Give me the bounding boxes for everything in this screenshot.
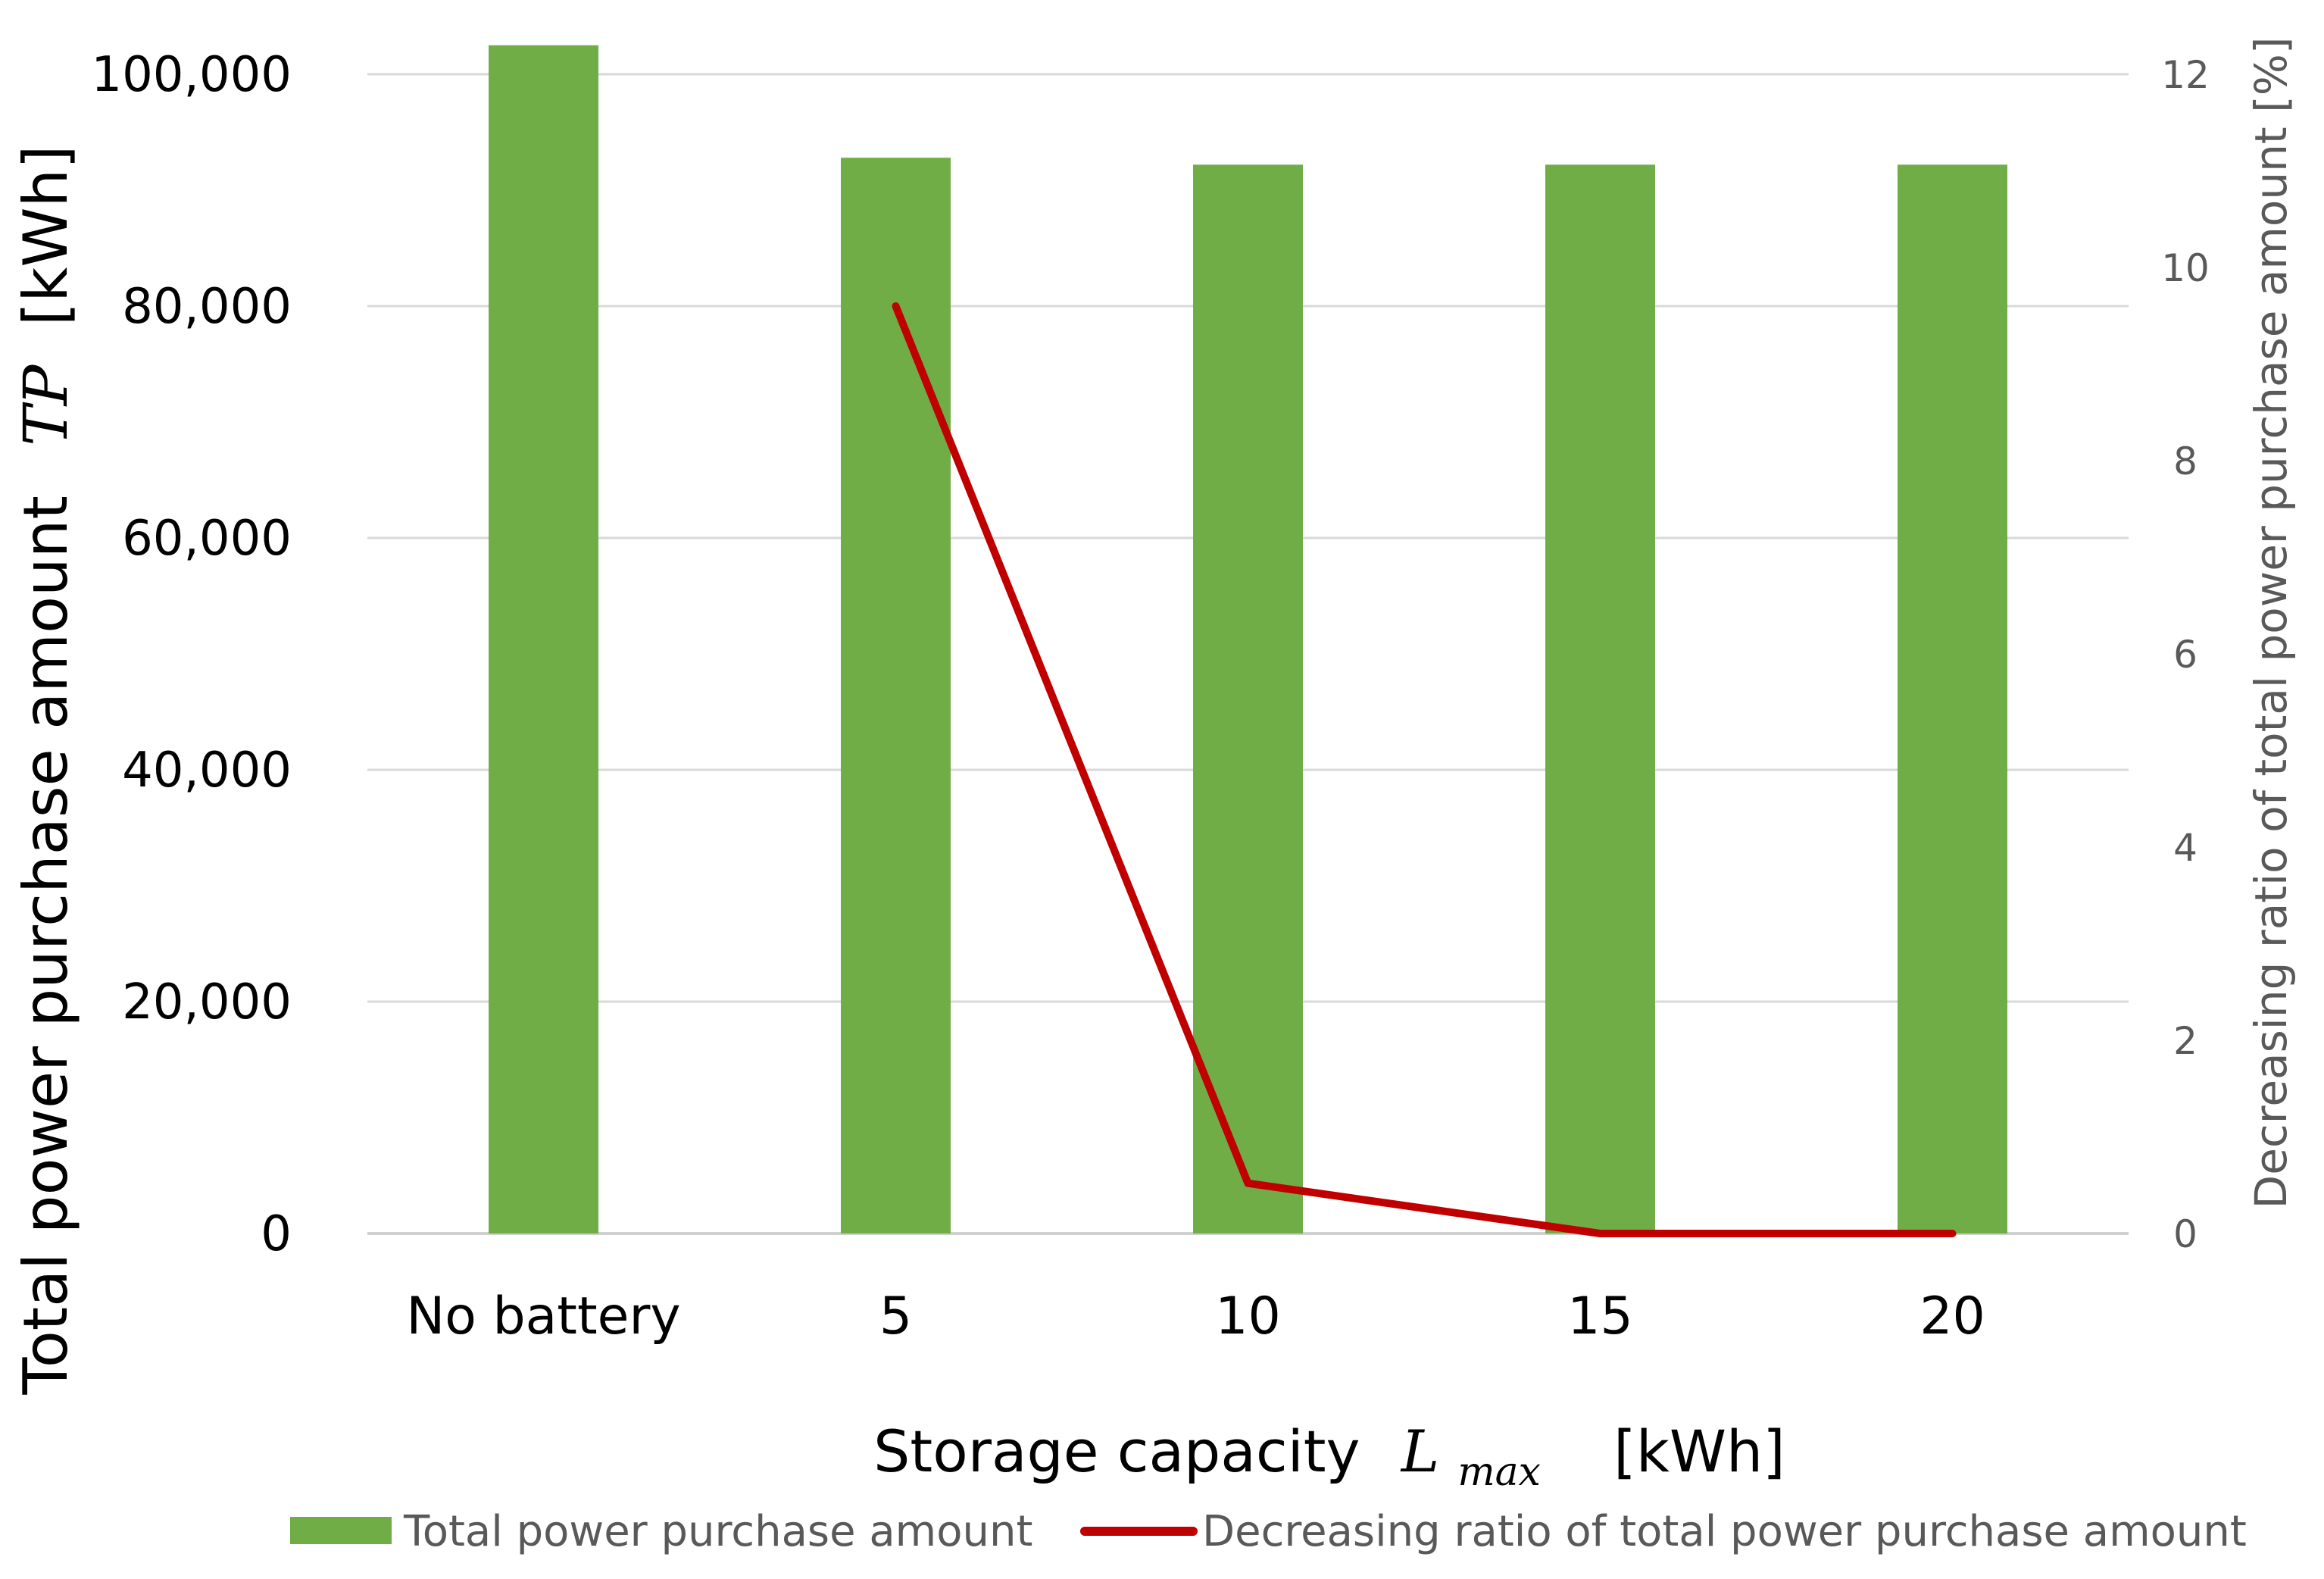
svg-text:Total power purchase amount: Total power purchase amount TP [kWh] <box>11 145 81 1396</box>
right-tick-label: 6 <box>2173 633 2197 677</box>
left-axis-title-symbol: TP <box>11 364 81 446</box>
bar <box>1545 164 1655 1234</box>
x-tick-label: 5 <box>879 1287 912 1346</box>
right-axis-ticks: 0 2 4 6 8 10 12 <box>2161 53 2210 1256</box>
x-axis-ticks: No battery 5 10 15 20 <box>406 1287 1985 1346</box>
legend-line-label: Decreasing ratio of total power purchase… <box>1202 1507 2247 1556</box>
bar <box>489 45 598 1233</box>
right-tick-label: 2 <box>2173 1019 2197 1063</box>
right-tick-label: 12 <box>2161 53 2210 97</box>
legend: Total power purchase amount Decreasing r… <box>290 1507 2247 1556</box>
legend-bar-label: Total power purchase amount <box>403 1507 1032 1556</box>
left-axis-ticks: 0 20,000 40,000 60,000 80,000 100,000 <box>91 47 292 1262</box>
left-axis-title: Total power purchase amount TP [kWh] <box>11 145 81 1396</box>
x-tick-label: 15 <box>1567 1287 1633 1346</box>
left-tick-label: 0 <box>261 1206 292 1262</box>
left-axis-title-unit: [kWh] <box>11 145 81 327</box>
left-tick-label: 80,000 <box>122 279 292 335</box>
x-axis-title-unit: [kWh] <box>1613 1418 1785 1485</box>
bar <box>1898 164 2007 1234</box>
right-tick-label: 4 <box>2173 826 2197 870</box>
right-tick-label: 8 <box>2173 439 2197 483</box>
x-axis-title-symbol: L <box>1400 1418 1439 1485</box>
right-tick-label: 0 <box>2173 1212 2197 1256</box>
bar <box>841 158 951 1233</box>
bar-series <box>489 45 2007 1234</box>
left-tick-label: 40,000 <box>122 743 292 799</box>
ratio-line <box>892 302 1957 1237</box>
left-tick-label: 60,000 <box>122 511 292 567</box>
left-tick-label: 100,000 <box>91 47 292 103</box>
x-axis-title-text: Storage capacity <box>873 1418 1360 1485</box>
x-tick-label: 10 <box>1215 1287 1281 1346</box>
x-axis-title-subscript: max <box>1457 1449 1541 1495</box>
right-tick-label: 10 <box>2161 246 2210 290</box>
right-axis-title: Decreasing ratio of total power purchase… <box>2245 37 2297 1209</box>
x-axis-title: Storage capacity L max [kWh] <box>873 1418 1785 1499</box>
right-axis-title-text: Decreasing ratio of total power purchase… <box>2245 37 2297 1209</box>
x-tick-label: 20 <box>1919 1287 1985 1346</box>
legend-bar-swatch <box>290 1517 392 1544</box>
bar <box>1193 164 1303 1234</box>
x-tick-label: No battery <box>406 1287 680 1346</box>
left-tick-label: 20,000 <box>122 974 292 1030</box>
left-axis-title-text: Total power purchase amount <box>11 496 81 1395</box>
